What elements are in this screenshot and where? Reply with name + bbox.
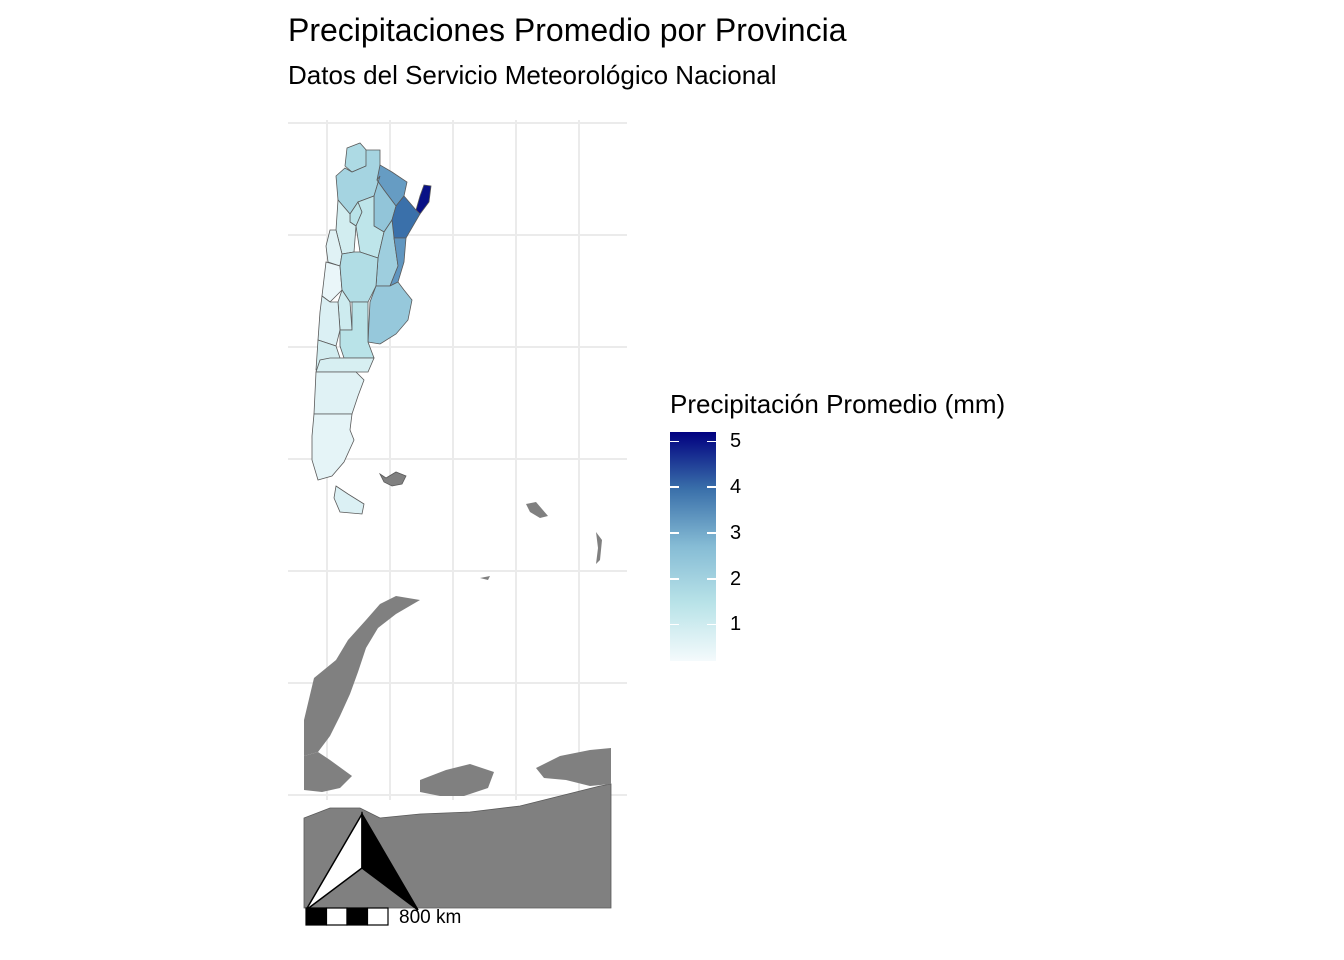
chart-subtitle: Datos del Servicio Meteorológico Naciona…: [288, 60, 777, 90]
legend-title: Precipitación Promedio (mm): [670, 389, 1006, 419]
legend-tick-mark: [707, 440, 716, 443]
north-arrow: [305, 811, 419, 911]
legend-tick-label: 1: [730, 613, 742, 636]
region-mendoza: [317, 295, 341, 347]
scale-bar-segment: [366, 907, 389, 926]
provinces: [311, 142, 432, 515]
legend-tick-label: 4: [730, 475, 742, 498]
no-data-landmass: [526, 502, 548, 518]
legend-tick-mark: [707, 578, 716, 580]
legend-tick-mark: [670, 578, 679, 580]
legend-tick-mark: [670, 486, 679, 488]
no-data-landmass: [536, 748, 611, 786]
scale-bar-label: 800 km: [399, 907, 462, 928]
no-data-landmass: [596, 532, 602, 564]
legend-tick-mark: [670, 440, 679, 443]
scale-bar-segment: [346, 907, 369, 926]
chart-title: Precipitaciones Promedio por Provincia: [288, 12, 847, 48]
region-chubut: [313, 371, 365, 415]
no-data-landmass: [420, 764, 494, 796]
no-data-landmass: [304, 596, 420, 756]
legend-tick-mark: [670, 532, 679, 534]
scale-bar-segment: [325, 907, 348, 926]
legend-tick-label: 5: [730, 430, 742, 453]
legend-tick-mark: [707, 623, 716, 626]
region-san-juan: [321, 261, 343, 303]
region-santa-cruz: [311, 413, 355, 481]
north-arrow-right-half: [361, 811, 419, 911]
region-tierra-del-fuego: [333, 485, 365, 515]
region-cordoba: [339, 251, 379, 303]
region-buenos-aires: [367, 281, 413, 345]
no-data-landmass: [480, 576, 490, 580]
legend-tick-mark: [707, 486, 716, 488]
scale-bar: [305, 907, 389, 926]
legend-tick-mark: [707, 532, 716, 534]
scale-bar-segment: [305, 907, 328, 926]
legend-colorbar: [670, 432, 716, 661]
region-la-pampa: [339, 301, 375, 359]
region-misiones: [415, 184, 432, 215]
legend-tick-mark: [670, 623, 679, 626]
no-data-landmass: [304, 752, 352, 792]
legend-tick-label: 2: [730, 567, 742, 590]
legend-tick-label: 3: [730, 521, 742, 544]
region-islas-malvinas: [378, 471, 407, 487]
region-rio-negro: [315, 357, 375, 373]
islands: [304, 502, 611, 796]
